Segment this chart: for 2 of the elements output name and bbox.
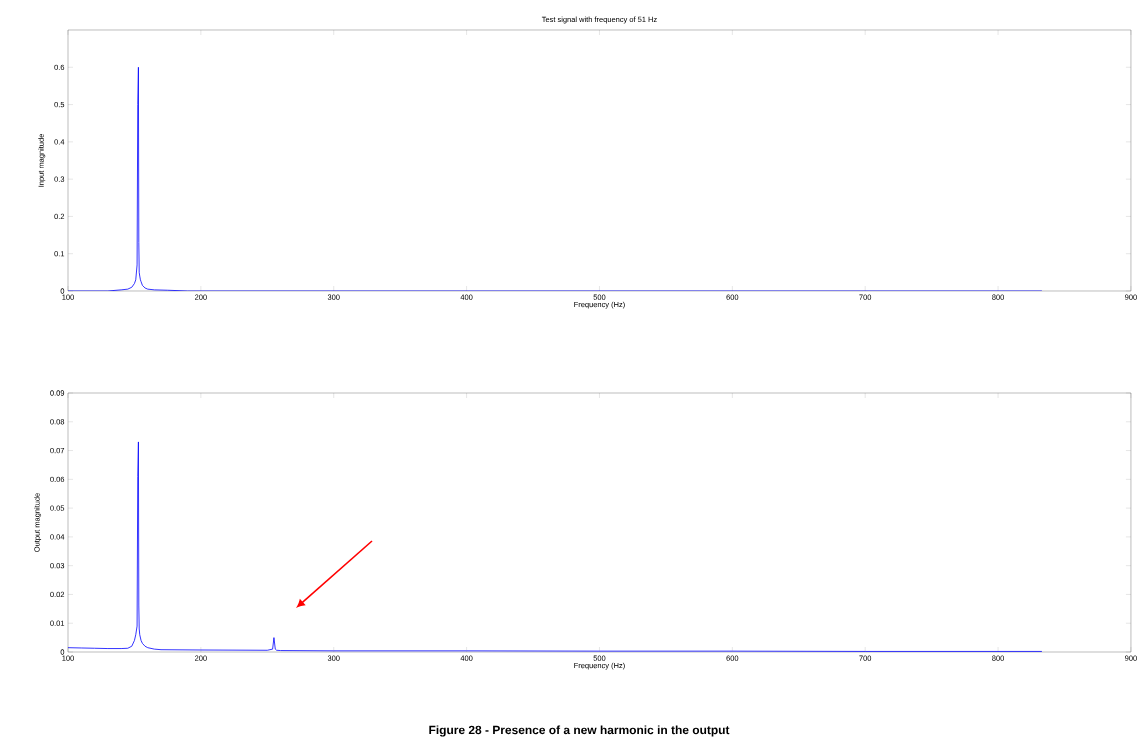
line-series [68, 441, 1043, 652]
caption: Figure 28 - Presence of a new harmonic in the output [429, 725, 730, 737]
